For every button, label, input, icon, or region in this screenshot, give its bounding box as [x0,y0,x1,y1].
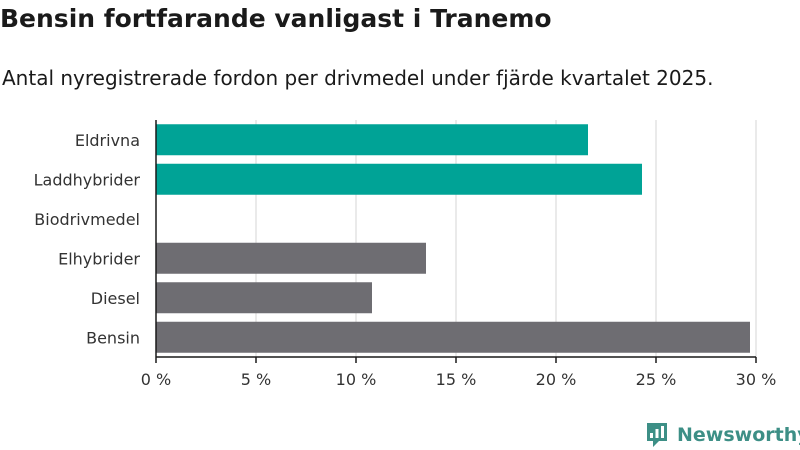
chart-title: Bensin fortfarande vanligast i Tranemo [0,4,552,33]
category-label: Bensin [86,328,140,347]
newsworthy-logo: Newsworthy [645,420,800,450]
category-label: Diesel [91,289,140,308]
x-tick-label: 10 % [336,370,377,389]
bar-eldrivna [156,124,588,156]
chart-subtitle: Antal nyregistrerade fordon per drivmede… [2,66,714,90]
x-tick-label: 0 % [141,370,171,389]
bar-laddhybrider [156,163,642,195]
newsworthy-logo-text: Newsworthy [677,424,800,446]
category-label: Elhybrider [58,249,140,268]
x-tick-label: 5 % [241,370,271,389]
bar-bensin [156,321,750,353]
x-tick-label: 30 % [736,370,777,389]
bar-elhybrider [156,242,426,274]
category-label: Laddhybrider [34,170,141,189]
newsworthy-icon [647,423,667,447]
x-tick-label: 20 % [536,370,577,389]
category-label: Eldrivna [75,131,140,150]
x-tick-label: 15 % [436,370,477,389]
bar-diesel [156,282,372,314]
x-tick-label: 25 % [636,370,677,389]
category-label: Biodrivmedel [34,210,140,229]
